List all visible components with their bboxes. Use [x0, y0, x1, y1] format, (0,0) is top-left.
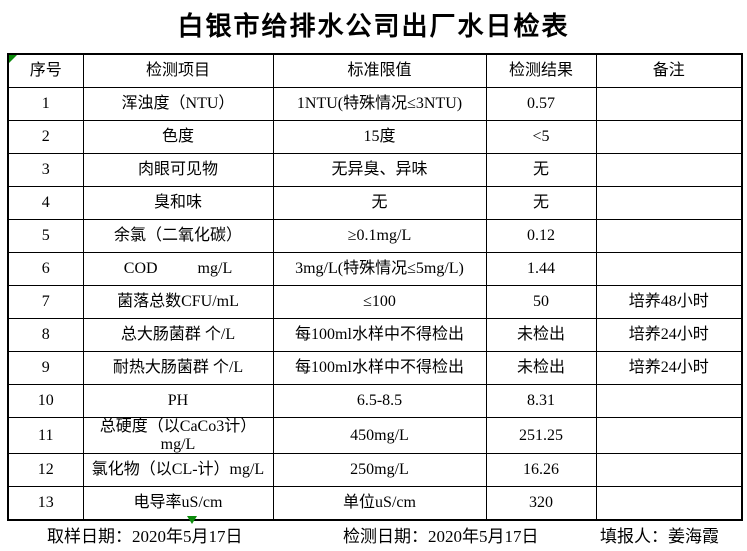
- cell-item: 浑浊度（NTU）: [82, 87, 274, 121]
- cell-limit: 1NTU(特殊情况≤3NTU): [272, 87, 487, 121]
- cell-no: 3: [7, 153, 84, 187]
- cell-no: 9: [7, 351, 84, 385]
- cell-remark: 培养24小时: [595, 351, 743, 385]
- cell-no: 13: [7, 486, 84, 521]
- cell-item: 余氯（二氧化碳）: [82, 219, 274, 253]
- header-no-label: 序号: [29, 62, 62, 80]
- table-row: 10 PH 6.5-8.5 8.31: [7, 384, 743, 418]
- cell-remark: 培养48小时: [595, 285, 743, 319]
- cell-no: 2: [7, 120, 84, 154]
- table-row: 1 浑浊度（NTU） 1NTU(特殊情况≤3NTU) 0.57: [7, 87, 743, 121]
- table-header-row: 序号 检测项目 标准限值 检测结果 备注: [7, 53, 743, 88]
- cell-limit: 每100ml水样中不得检出: [272, 351, 487, 385]
- cell-item: 电导率uS/cm: [82, 486, 274, 521]
- inspection-table: 序号 检测项目 标准限值 检测结果 备注 1 浑浊度（NTU） 1NTU(特殊情…: [7, 53, 743, 522]
- cell-limit: 无: [272, 186, 487, 220]
- header-remark: 备注: [595, 53, 743, 88]
- cell-limit: 250mg/L: [272, 453, 487, 488]
- cell-limit: 450mg/L: [272, 416, 487, 455]
- page-title: 白银市给排水公司出厂水日检表: [177, 12, 570, 41]
- cell-no: 4: [7, 186, 84, 220]
- cell-limit: 15度: [272, 120, 487, 154]
- cell-item: 总大肠菌群 个/L: [82, 318, 274, 352]
- cell-remark: [595, 453, 743, 488]
- table-row: 6 COD mg/L 3mg/L(特殊情况≤5mg/L) 1.44: [7, 252, 743, 286]
- table-row: 2 色度 15度 <5: [7, 120, 743, 154]
- cell-item: 菌落总数CFU/mL: [82, 285, 274, 319]
- cell-no: 7: [7, 285, 84, 319]
- cell-remark: [595, 186, 743, 220]
- cell-remark: [595, 153, 743, 187]
- cell-result: 16.26: [485, 453, 597, 488]
- cell-item: 氯化物（以CL-计）mg/L: [82, 453, 274, 488]
- cell-no: 10: [7, 384, 84, 418]
- cell-no: 11: [7, 416, 84, 455]
- cell-remark: [595, 219, 743, 253]
- cell-result: 50: [485, 285, 597, 319]
- cell-no: 5: [7, 219, 84, 253]
- header-item: 检测项目: [82, 53, 274, 88]
- cell-limit: 3mg/L(特殊情况≤5mg/L): [272, 252, 487, 286]
- cell-remark: 培养24小时: [595, 318, 743, 352]
- cell-item: 总硬度（以CaCo3计）mg/L: [82, 416, 274, 455]
- cell-item: COD mg/L: [82, 252, 274, 286]
- table-row: 3 肉眼可见物 无异臭、异味 无: [7, 153, 743, 187]
- table-row: 12 氯化物（以CL-计）mg/L 250mg/L 16.26: [7, 453, 743, 488]
- cell-no: 6: [7, 252, 84, 286]
- table-row: 9 耐热大肠菌群 个/L 每100ml水样中不得检出 未检出 培养24小时: [7, 351, 743, 385]
- cell-result: 无: [485, 153, 597, 187]
- cell-no: 1: [7, 87, 84, 121]
- cell-result: 8.31: [485, 384, 597, 418]
- cell-limit: ≤100: [272, 285, 487, 319]
- reporter-label: 填报人：姜海霞: [600, 527, 719, 546]
- cell-result: 无: [485, 186, 597, 220]
- cell-limit: 6.5-8.5: [272, 384, 487, 418]
- cell-result: 未检出: [485, 318, 597, 352]
- cell-result: 1.44: [485, 252, 597, 286]
- cell-item: 肉眼可见物: [82, 153, 274, 187]
- cell-result: 0.12: [485, 219, 597, 253]
- cell-result: 0.57: [485, 87, 597, 121]
- cell-limit: 每100ml水样中不得检出: [272, 318, 487, 352]
- cell-result: <5: [485, 120, 597, 154]
- cell-remark: [595, 384, 743, 418]
- cell-error-marker-icon: [9, 55, 17, 63]
- sampling-date-label: 取样日期：2020年5月17日: [47, 527, 243, 546]
- cell-result: 未检出: [485, 351, 597, 385]
- cell-item: PH: [82, 384, 274, 418]
- header-result: 检测结果: [485, 53, 597, 88]
- cell-remark: [595, 252, 743, 286]
- cell-remark: [595, 416, 743, 455]
- table-row: 5 余氯（二氧化碳） ≥0.1mg/L 0.12: [7, 219, 743, 253]
- table-row: 4 臭和味 无 无: [7, 186, 743, 220]
- testing-date-label: 检测日期：2020年5月17日: [343, 527, 539, 546]
- cell-no: 12: [7, 453, 84, 488]
- header-no: 序号: [7, 53, 84, 88]
- cell-item: 耐热大肠菌群 个/L: [82, 351, 274, 385]
- cell-limit: 单位uS/cm: [272, 486, 487, 521]
- cell-limit: 无异臭、异味: [272, 153, 487, 187]
- cell-marker-icon: [187, 516, 197, 524]
- cell-item: 色度: [82, 120, 274, 154]
- cell-remark: [595, 120, 743, 154]
- cell-result: 251.25: [485, 416, 597, 455]
- table-row: 13 电导率uS/cm 单位uS/cm 320: [7, 486, 743, 521]
- table-row: 7 菌落总数CFU/mL ≤100 50 培养48小时: [7, 285, 743, 319]
- cell-remark: [595, 87, 743, 121]
- table-row: 11 总硬度（以CaCo3计）mg/L 450mg/L 251.25: [7, 416, 743, 455]
- table-row: 8 总大肠菌群 个/L 每100ml水样中不得检出 未检出 培养24小时: [7, 318, 743, 352]
- cell-limit: ≥0.1mg/L: [272, 219, 487, 253]
- cell-no: 8: [7, 318, 84, 352]
- cell-item: 臭和味: [82, 186, 274, 220]
- cell-result: 320: [485, 486, 597, 521]
- cell-remark: [595, 486, 743, 521]
- header-limit: 标准限值: [272, 53, 487, 88]
